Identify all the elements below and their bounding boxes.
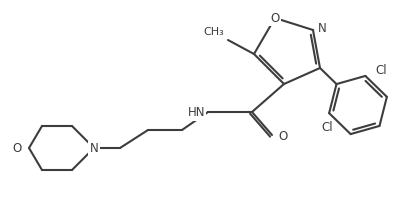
Text: Cl: Cl: [375, 64, 386, 77]
Text: N: N: [90, 142, 98, 156]
Text: HN: HN: [187, 107, 204, 119]
Text: N: N: [317, 22, 326, 35]
Text: O: O: [13, 142, 22, 154]
Text: O: O: [270, 12, 279, 24]
Text: CH₃: CH₃: [203, 27, 223, 37]
Text: Cl: Cl: [321, 121, 332, 134]
Text: O: O: [277, 130, 287, 143]
